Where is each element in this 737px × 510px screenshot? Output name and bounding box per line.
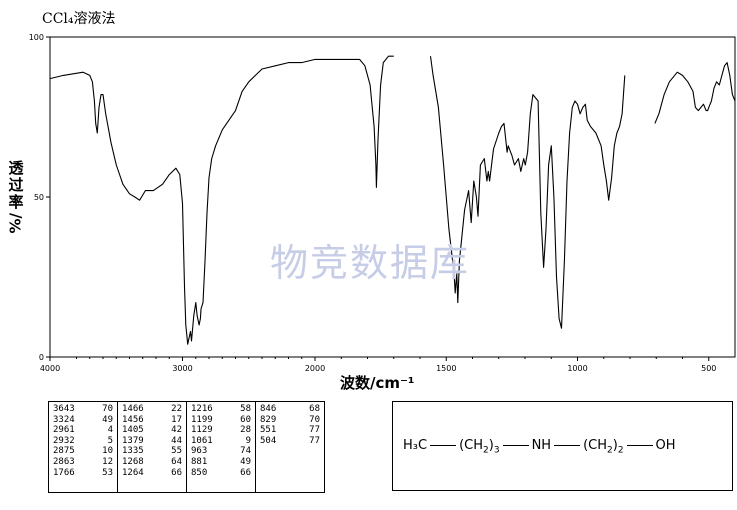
spectrum-line [49, 55, 394, 345]
peak-row: 1264 66 [122, 467, 182, 478]
formula-subscript: 2 [483, 445, 489, 456]
peak-row: 1199 60 [191, 414, 251, 425]
x-tick-label: 1500 [436, 364, 456, 373]
formula-group-close: ) [488, 438, 494, 453]
peak-row: 504 77 [260, 435, 320, 446]
peak-column: 3643 70 3324 49 2961 4 2932 5 2875 10 2863 12 … [48, 401, 118, 493]
peak-row: 963 74 [191, 446, 251, 457]
structure-formula: H₃C (CH2)3 NH (CH2)2 OH [403, 438, 676, 456]
peak-row: 1129 28 [191, 425, 251, 436]
x-tick-label: 1000 [567, 364, 587, 373]
peak-column: 1216 58 1199 60 1129 28 1061 9 963 74 881 49 8… [186, 401, 256, 493]
peak-row: 1216 58 [191, 404, 251, 414]
chart-title: CCl₄溶液法 [42, 11, 116, 27]
y-tick-label: 50 [34, 193, 44, 202]
formula-bond [502, 445, 529, 446]
formula-bond [626, 445, 653, 446]
peak-column: 846 68 829 70 551 77 504 77 [255, 401, 325, 493]
peak-row: 551 77 [260, 425, 320, 436]
structure-formula-box: H₃C (CH2)3 NH (CH2)2 OH [392, 401, 733, 491]
peak-row: 1335 55 [122, 446, 182, 457]
x-tick-label: 2000 [305, 364, 325, 373]
peak-row: 1466 22 [122, 404, 182, 414]
peak-row: 1456 17 [122, 414, 182, 425]
formula-repeat-count: 3 [493, 445, 500, 456]
formula-group-open: (CH [459, 438, 484, 453]
x-tick-label: 4000 [40, 364, 60, 373]
formula-group-close: ) [612, 438, 618, 453]
y-axis-label: 透 过 率 %/ [6, 159, 26, 234]
peak-row: 2875 10 [53, 446, 113, 457]
y-axis-label-char: 透 [8, 159, 24, 177]
peak-row: 1379 44 [122, 435, 182, 446]
peak-row: 2863 12 [53, 456, 113, 467]
x-tick-label: 500 [701, 364, 716, 373]
plot-border [49, 36, 736, 358]
peak-row: 1766 53 [53, 467, 113, 478]
peak-row: 881 49 [191, 456, 251, 467]
peak-row: 829 70 [260, 414, 320, 425]
ir-spectrum-chart: 4000 3000 2000 1500 1000 500 0 50 100 [29, 33, 736, 373]
peak-row: 2932 5 [53, 435, 113, 446]
peak-row: 1061 9 [191, 435, 251, 446]
formula-amine: NH [531, 438, 552, 453]
spectrum-series [49, 55, 736, 345]
formula-hydroxyl: OH [655, 438, 676, 453]
peak-column: 1466 22 1456 17 1405 42 1379 44 1335 55 1268 6… [117, 401, 187, 493]
formula-bond [554, 445, 581, 446]
spectrum-line [654, 62, 736, 124]
y-tick-label: 100 [29, 33, 44, 42]
peak-row: 850 66 [191, 467, 251, 478]
spectrum-line [429, 56, 626, 329]
peak-row: 3324 49 [53, 414, 113, 425]
formula-repeat-count: 2 [617, 445, 624, 456]
peak-row: 1268 64 [122, 456, 182, 467]
y-axis-label-char: 过 [8, 176, 24, 194]
y-axis-unit: %/ [6, 212, 25, 234]
peak-row: 846 68 [260, 404, 320, 414]
y-axis-label-char: 率 [8, 193, 24, 211]
formula-subscript: 2 [607, 445, 613, 456]
formula-bond [430, 445, 457, 446]
plot-frame [49, 36, 736, 358]
peak-row: 2961 4 [53, 425, 113, 436]
peak-row: 1405 42 [122, 425, 182, 436]
peak-table: 3643 70 3324 49 2961 4 2932 5 2875 10 2863 12 … [48, 401, 325, 493]
x-axis-label: 波数/cm⁻¹ [340, 374, 415, 392]
peak-row: 3643 70 [53, 404, 113, 414]
axis-ticks: 4000 3000 2000 1500 1000 500 0 50 100 [29, 33, 717, 373]
formula-group-open: (CH [583, 438, 607, 453]
formula-methyl: H₃C [403, 438, 428, 453]
x-tick-label: 3000 [172, 364, 192, 373]
y-tick-label: 0 [39, 353, 44, 362]
